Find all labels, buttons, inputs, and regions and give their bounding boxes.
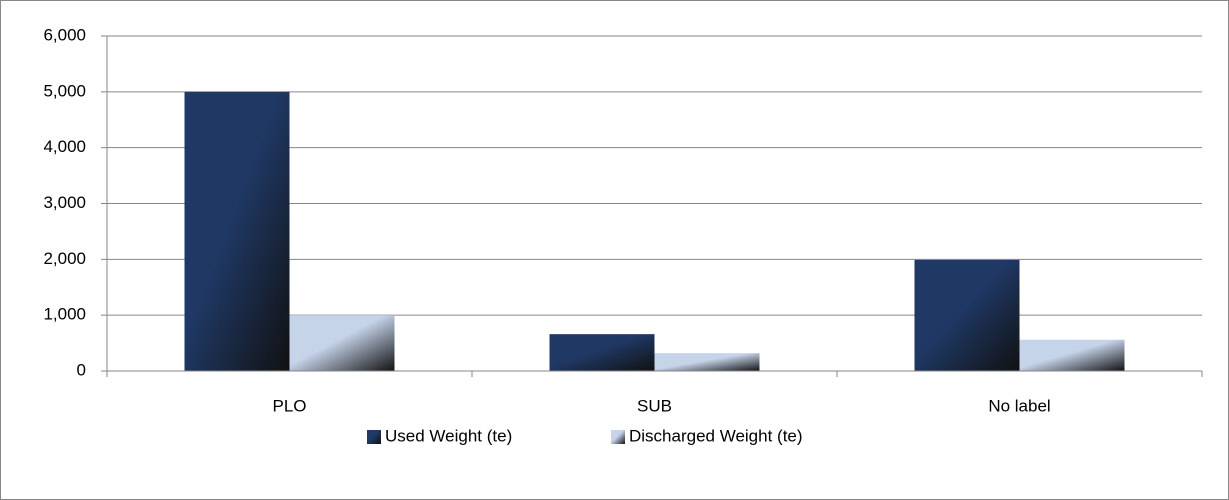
x-tick-label: SUB [637,396,672,415]
bar [184,91,290,371]
bar [1019,339,1125,371]
y-tick-label: 1,000 [43,305,86,324]
legend-label: Used Weight (te) [385,426,512,445]
bar [549,334,655,371]
y-tick-label: 0 [77,360,86,379]
x-tick-label: PLO [272,396,306,415]
y-tick-label: 3,000 [43,193,86,212]
bar [914,259,1020,371]
y-tick-label: 5,000 [43,81,86,100]
legend-swatch [611,430,625,444]
bar [654,353,760,371]
x-tick-label: No label [988,396,1050,415]
y-tick-label: 4,000 [43,137,86,156]
legend-label: Discharged Weight (te) [629,426,803,445]
y-tick-label: 2,000 [43,249,86,268]
bar [289,315,395,371]
legend-swatch [367,430,381,444]
y-tick-label: 6,000 [43,25,86,44]
